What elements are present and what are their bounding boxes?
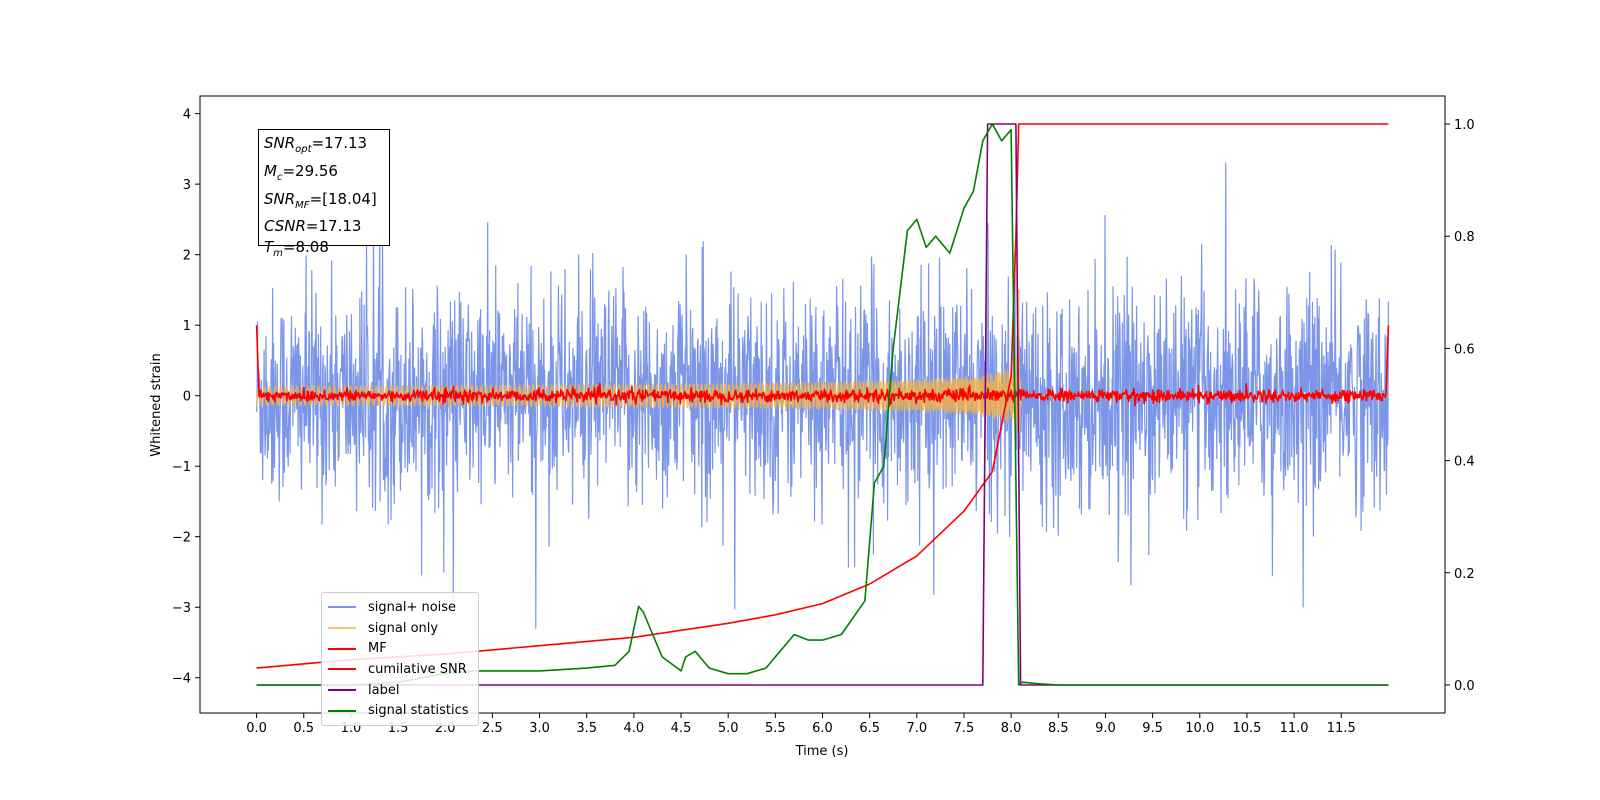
x-tick-label: 10.5 — [1232, 721, 1261, 736]
annotation-value: =8.08 — [282, 238, 329, 257]
annotation-symbol: SNR — [264, 189, 296, 208]
x-tick-label: 4.5 — [671, 721, 692, 736]
annotation-line: Tm=8.08 — [264, 237, 389, 265]
y-tick-label: −1 — [172, 460, 191, 475]
annotation-value: =17.13 — [305, 217, 362, 236]
annotation-symbol: M — [264, 161, 277, 180]
legend-label: signal+ noise — [368, 599, 457, 615]
y-tick-label: 4 — [183, 108, 191, 123]
y2-tick-label: 1.0 — [1454, 118, 1475, 133]
legend-item: cumilative SNR — [328, 659, 478, 680]
legend-item: signal statistics — [328, 700, 478, 721]
annotation-symbol: T — [264, 238, 274, 257]
legend-label: signal statistics — [368, 703, 469, 719]
legend-swatch — [328, 709, 356, 712]
y-tick-label: 0 — [183, 390, 191, 405]
x-tick-label: 6.0 — [812, 721, 833, 736]
legend-label: MF — [368, 641, 387, 657]
y-tick-label: 3 — [183, 178, 191, 193]
y2-tick-label: 0.2 — [1454, 567, 1475, 582]
x-tick-label: 10.0 — [1185, 721, 1214, 736]
series-signal-statistics-line — [256, 123, 1389, 686]
annotation-subscript: m — [273, 248, 283, 260]
legend-item: signal+ noise — [328, 597, 478, 618]
legend-swatch — [328, 647, 356, 650]
legend: signal+ noise signal only MF cumilative SNR… — [321, 592, 479, 726]
x-tick-label: 5.0 — [718, 721, 739, 736]
x-tick-label: 11.5 — [1327, 721, 1356, 736]
x-tick-label: 3.0 — [529, 721, 550, 736]
y-tick-label: −4 — [172, 672, 191, 687]
x-tick-label: 11.0 — [1280, 721, 1309, 736]
legend-swatch — [328, 606, 356, 609]
y-tick-label: 2 — [183, 249, 191, 264]
x-tick-label: 0.0 — [246, 721, 267, 736]
x-tick-label: 2.5 — [482, 721, 503, 736]
annotation-subscript: MF — [295, 199, 310, 211]
x-tick-label: 8.5 — [1048, 721, 1069, 736]
x-tick-label: 8.0 — [1001, 721, 1022, 736]
y2-tick-label: 0.8 — [1454, 230, 1475, 245]
legend-item: label — [328, 680, 478, 701]
x-tick-label: 5.5 — [765, 721, 786, 736]
series-mf-line — [255, 325, 1390, 408]
y2-tick-label: 0.4 — [1454, 455, 1475, 470]
x-tick-label: 9.0 — [1095, 721, 1116, 736]
x-tick-label: 7.5 — [954, 721, 975, 736]
x-tick-label: 3.5 — [576, 721, 597, 736]
legend-label: label — [368, 682, 400, 698]
y-tick-label: −3 — [172, 601, 191, 616]
annotation-value: =29.56 — [282, 161, 338, 180]
x-tick-label: 6.5 — [859, 721, 880, 736]
annotation-symbol: SNR — [264, 134, 296, 152]
annotation-line: SNRMF=[18.04] — [264, 189, 389, 217]
y2-tick-label: 0.6 — [1454, 342, 1475, 357]
annotation-value: =[18.04] — [309, 189, 377, 208]
y2-tick-label: 0.0 — [1454, 679, 1475, 694]
annotation-line: Mc=29.56 — [264, 161, 389, 189]
legend-swatch — [328, 668, 356, 671]
legend-label: signal only — [368, 620, 439, 636]
legend-label: cumilative SNR — [368, 661, 467, 677]
x-tick-label: 4.0 — [624, 721, 645, 736]
y-tick-label: 1 — [183, 319, 191, 334]
y-axis-label: Whitened strain — [149, 353, 164, 456]
annotation-line: CSNR=17.13 — [264, 216, 389, 237]
x-tick-label: 7.0 — [906, 721, 927, 736]
legend-item: MF — [328, 638, 478, 659]
legend-swatch — [328, 689, 356, 692]
x-tick-label: 9.5 — [1142, 721, 1163, 736]
x-tick-label: 0.5 — [293, 721, 314, 736]
annotation-value: =17.13 — [311, 134, 368, 152]
annotation-subscript: opt — [295, 144, 312, 155]
y-tick-label: −2 — [172, 531, 191, 546]
annotation-subscript: c — [276, 171, 283, 183]
x-axis-label: Time (s) — [795, 744, 849, 759]
legend-item: signal only — [328, 618, 478, 639]
legend-swatch — [328, 627, 356, 630]
snr-annotation-box: SNRopt=17.13 Mc=29.56 SNRMF=[18.04] CSNR=17… — [258, 129, 390, 259]
annotation-symbol: CSNR — [264, 217, 306, 236]
annotation-line: SNRopt=17.13 — [264, 133, 389, 161]
